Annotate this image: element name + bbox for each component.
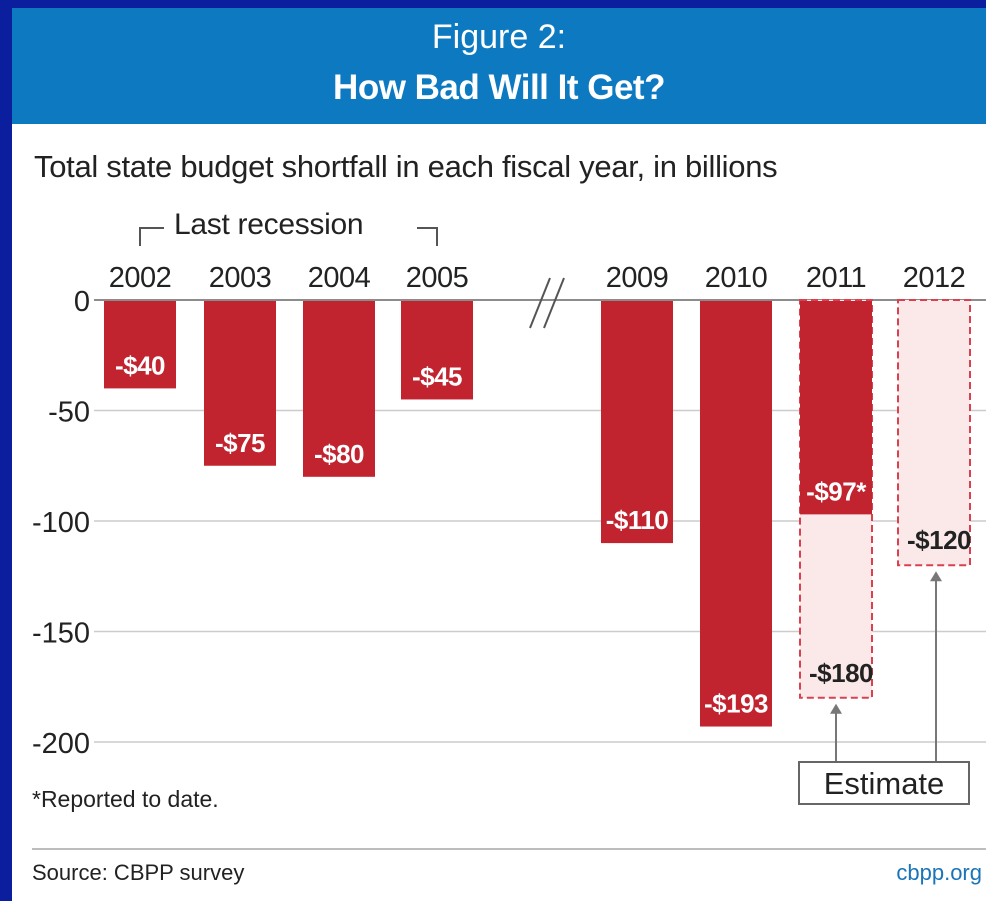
- x-tick-label: 2004: [308, 262, 371, 294]
- bar: [700, 301, 772, 727]
- bar: [204, 301, 276, 466]
- bar-value-label: -$45: [412, 361, 462, 391]
- recession-label: Last recession: [174, 208, 363, 241]
- estimate-value-label: -$120: [907, 525, 971, 555]
- y-tick-label: -100: [32, 507, 90, 539]
- recession-bracket-right: [417, 227, 438, 246]
- bar-chart: 0 -50 -100 -150 -200 2002 2003 2004 2005 2009 2010…: [32, 208, 986, 805]
- bar-value-label: -$97*: [806, 476, 867, 506]
- x-tick-label: 2002: [109, 262, 172, 294]
- x-tick-label: 2010: [705, 262, 768, 294]
- bar-value-label: -$80: [314, 439, 364, 469]
- site-link[interactable]: cbpp.org: [896, 860, 982, 885]
- bar: [601, 301, 673, 544]
- estimate-arrow-head: [830, 703, 842, 714]
- bar: [303, 301, 375, 477]
- axis-break-mark: [543, 277, 565, 329]
- bar-value-label: -$75: [215, 428, 265, 458]
- footnote: *Reported to date.: [32, 786, 219, 812]
- estimate-callout-box: [798, 761, 970, 805]
- y-tick-label: 0: [74, 286, 90, 318]
- x-tick-label: 2009: [606, 262, 669, 294]
- figure-panel: Figure 2: How Bad Will It Get? Total sta…: [12, 8, 986, 901]
- recession-bracket-left: [139, 227, 164, 246]
- x-tick-label: 2003: [209, 262, 272, 294]
- axis-break-mark: [529, 277, 551, 329]
- y-tick-label: -150: [32, 618, 90, 650]
- bar: [800, 301, 872, 515]
- figure-title: How Bad Will It Get?: [333, 68, 665, 107]
- bar-value-label: -$110: [606, 505, 669, 535]
- estimate-bar: [897, 299, 971, 567]
- estimate-callout-label: Estimate: [824, 766, 945, 801]
- chart-subtitle: Total state budget shortfall in each fis…: [34, 149, 778, 184]
- bar: [401, 301, 473, 400]
- bar-value-label: -$193: [704, 689, 768, 719]
- bar: [104, 301, 176, 389]
- estimate-value-label: -$180: [809, 658, 873, 688]
- x-tick-label: 2005: [406, 262, 469, 294]
- bar-value-label: -$40: [115, 350, 165, 380]
- figure-label: Figure 2:: [431, 18, 567, 56]
- y-tick-label: -50: [48, 397, 90, 429]
- source-credit: Source: CBPP survey: [32, 860, 245, 885]
- figure-header: Figure 2: How Bad Will It Get?: [12, 8, 986, 124]
- x-tick-label: 2011: [806, 262, 866, 294]
- estimate-arrow-head: [930, 571, 942, 582]
- y-tick-label: -200: [32, 728, 90, 760]
- x-tick-label: 2012: [903, 262, 966, 294]
- footer-divider: [32, 848, 986, 850]
